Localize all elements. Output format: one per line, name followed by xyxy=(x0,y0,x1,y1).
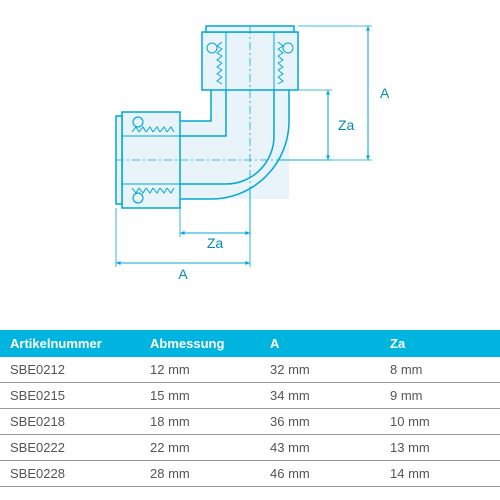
table-row: SBE021212 mm32 mm8 mm xyxy=(0,357,500,383)
elbow-fitting-drawing: A Za A Za xyxy=(40,10,460,320)
table-cell: 18 mm xyxy=(140,409,260,435)
table-cell: 13 mm xyxy=(380,435,500,461)
table-cell: SBE0212 xyxy=(0,357,140,383)
table-cell: 34 mm xyxy=(260,383,380,409)
table-header-cell: A xyxy=(260,330,380,357)
svg-text:A: A xyxy=(380,85,390,101)
table-row: SBE022828 mm46 mm14 mm xyxy=(0,461,500,487)
table-cell: 12 mm xyxy=(140,357,260,383)
table-cell: 46 mm xyxy=(260,461,380,487)
svg-text:A: A xyxy=(178,266,188,282)
table-header-cell: Za xyxy=(380,330,500,357)
table-cell: 10 mm xyxy=(380,409,500,435)
table-cell: SBE0222 xyxy=(0,435,140,461)
table-header-cell: Artikelnummer xyxy=(0,330,140,357)
table-row: SBE022222 mm43 mm13 mm xyxy=(0,435,500,461)
table-cell: 15 mm xyxy=(140,383,260,409)
table-header-cell: Abmessung xyxy=(140,330,260,357)
spec-table: ArtikelnummerAbmessungAZa SBE021212 mm32… xyxy=(0,330,500,487)
svg-text:Za: Za xyxy=(207,235,224,251)
table-cell: 14 mm xyxy=(380,461,500,487)
svg-text:Za: Za xyxy=(338,117,355,133)
table-cell: 28 mm xyxy=(140,461,260,487)
table-cell: SBE0228 xyxy=(0,461,140,487)
technical-diagram: A Za A Za xyxy=(0,0,500,330)
spec-table-container: ArtikelnummerAbmessungAZa SBE021212 mm32… xyxy=(0,330,500,487)
table-body: SBE021212 mm32 mm8 mmSBE021515 mm34 mm9 … xyxy=(0,357,500,487)
table-row: SBE021818 mm36 mm10 mm xyxy=(0,409,500,435)
table-row: SBE021515 mm34 mm9 mm xyxy=(0,383,500,409)
table-cell: 9 mm xyxy=(380,383,500,409)
table-cell: 32 mm xyxy=(260,357,380,383)
table-cell: SBE0215 xyxy=(0,383,140,409)
table-header-row: ArtikelnummerAbmessungAZa xyxy=(0,330,500,357)
table-cell: 22 mm xyxy=(140,435,260,461)
table-cell: 8 mm xyxy=(380,357,500,383)
table-cell: 36 mm xyxy=(260,409,380,435)
table-cell: SBE0218 xyxy=(0,409,140,435)
table-cell: 43 mm xyxy=(260,435,380,461)
